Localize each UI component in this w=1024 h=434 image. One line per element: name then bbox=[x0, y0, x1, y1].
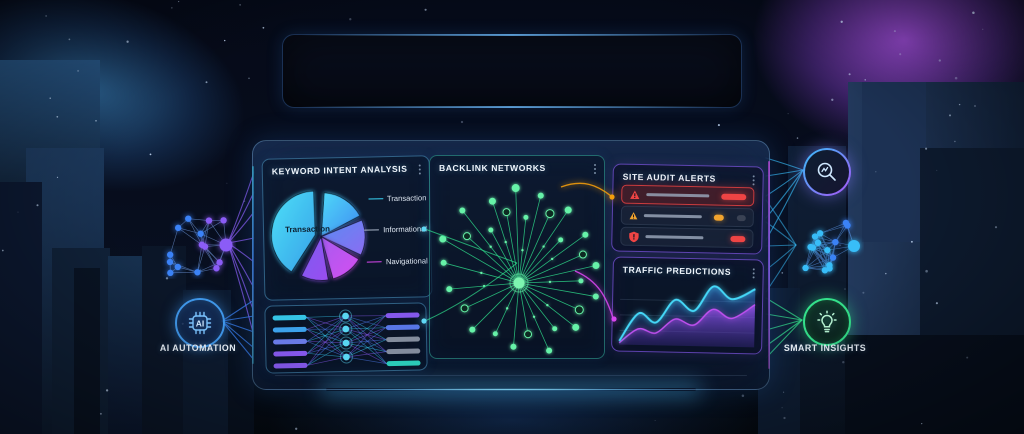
ai-chip-text: AI bbox=[196, 319, 205, 329]
smart-insights-button[interactable] bbox=[803, 298, 851, 346]
shield-icon bbox=[629, 231, 639, 242]
neural-network-icon bbox=[802, 219, 860, 274]
keyword-flow-chart bbox=[272, 309, 421, 369]
alert-row[interactable] bbox=[621, 184, 755, 207]
backlink-title: BACKLINK NETWORKS bbox=[439, 163, 546, 173]
screen-bottom-glow bbox=[326, 388, 696, 391]
search-analytics-button[interactable] bbox=[803, 148, 851, 196]
traffic-predictions-panel: TRAFFIC PREDICTIONS bbox=[611, 256, 764, 355]
ai-chip-button[interactable]: AI bbox=[175, 298, 225, 348]
traffic-area-chart bbox=[618, 285, 756, 348]
lightbulb-icon bbox=[817, 310, 837, 333]
neural-network-icon bbox=[166, 215, 233, 277]
smart-insights-label: SMART INSIGHTS bbox=[780, 343, 870, 354]
dashboard-screen: KEYWORD INTENT ANALYSIS Transaction Info… bbox=[252, 140, 770, 391]
site-audit-panel: SITE AUDIT ALERTS bbox=[611, 163, 764, 255]
warning-triangle-icon bbox=[630, 189, 640, 199]
top-banner bbox=[282, 34, 742, 108]
intent-pie-chart bbox=[270, 190, 366, 281]
panel-menu-icon[interactable] bbox=[593, 164, 596, 167]
screen-right-edge bbox=[768, 160, 770, 370]
keyword-intent-panel: KEYWORD INTENT ANALYSIS Transaction Info… bbox=[261, 155, 433, 301]
keyword-flow-panel bbox=[264, 302, 428, 374]
alert-list bbox=[614, 164, 763, 249]
alert-row[interactable] bbox=[620, 205, 755, 228]
alert-row[interactable] bbox=[620, 226, 754, 249]
ai-automation-label: AI AUTOMATION bbox=[153, 343, 243, 354]
screen-left-edge bbox=[252, 165, 254, 365]
warning-triangle-icon bbox=[629, 211, 638, 219]
search-analytics-icon bbox=[817, 162, 836, 181]
ai-chip-icon: AI bbox=[188, 311, 212, 335]
screen-bezel-line bbox=[275, 375, 747, 376]
